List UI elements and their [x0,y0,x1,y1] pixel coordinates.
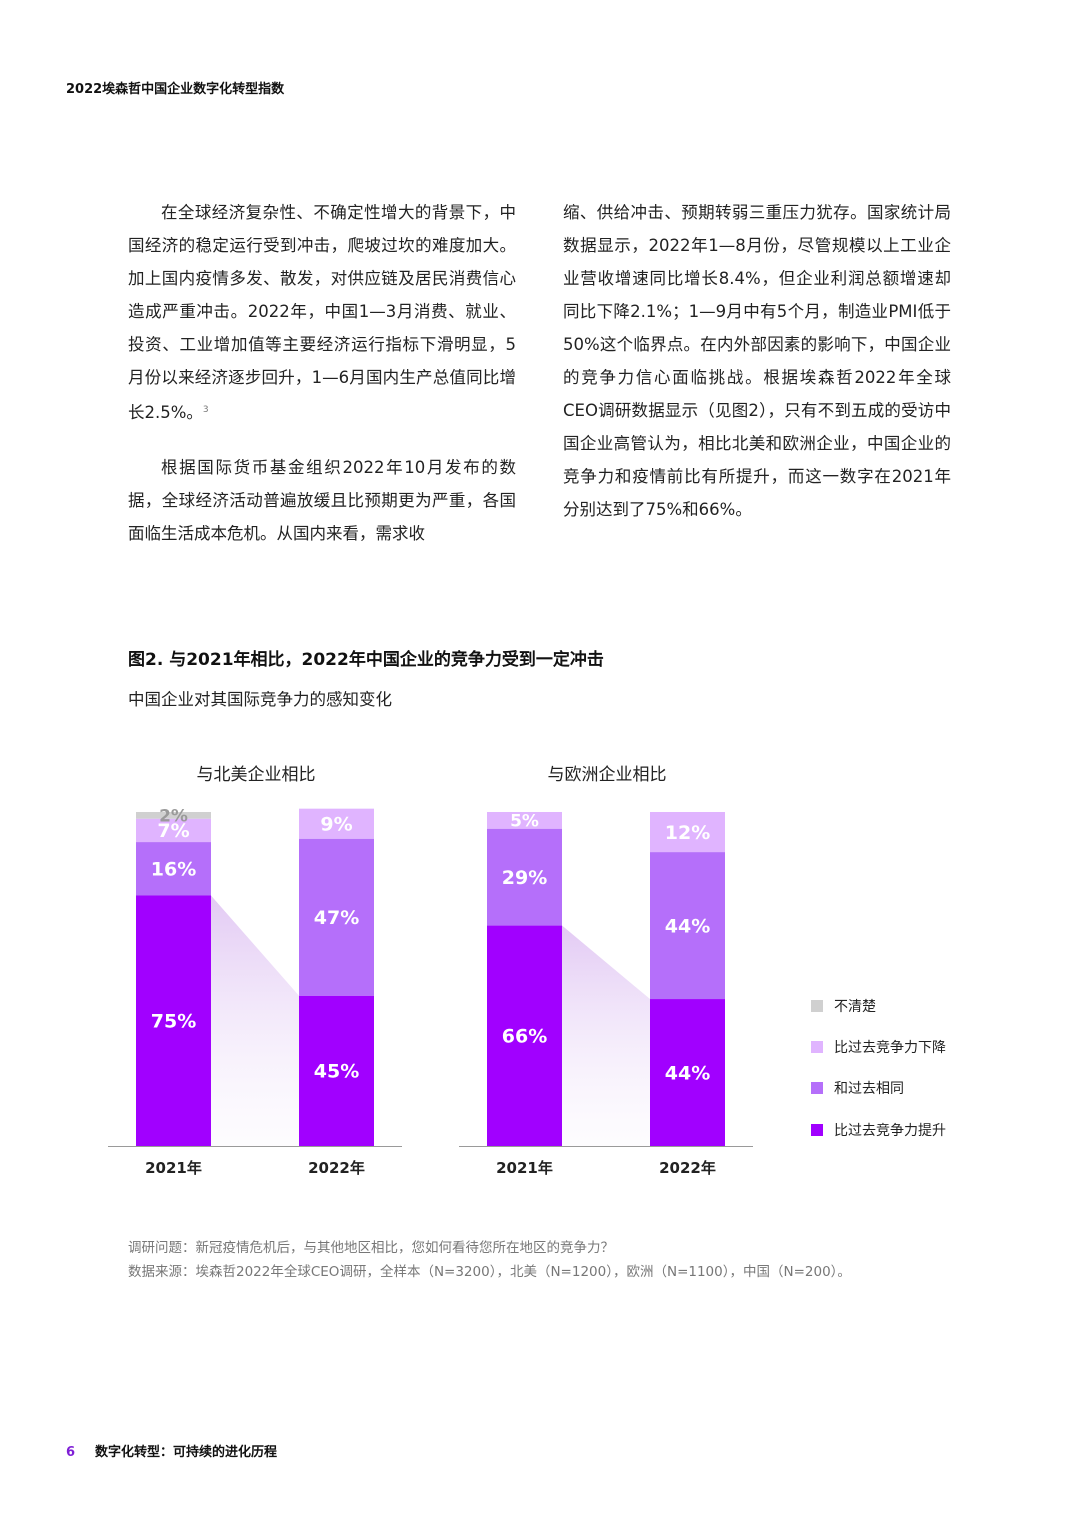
body-column-right: 缩、供给冲击、预期转弱三重压力犹存。国家统计局数据显示，2022年1—8月份，尽… [563,196,951,548]
page-footer: 6 数字化转型：可持续的进化历程 [66,1441,277,1460]
figure-subtitle: 中国企业对其国际竞争力的感知变化 [128,690,392,709]
category-label: 2022年 [308,1159,365,1177]
paragraph-2: 根据国际货币基金组织2022年10月发布的数据，全球经济活动普遍放缓且比预期更为… [128,458,516,543]
paragraph-1-text: 在全球经济复杂性、不确定性增大的背景下，中国经济的稳定运行受到冲击，爬坡过坎的难… [128,203,516,422]
bar-segment-improve [487,925,562,1146]
legend-label-decline: 比过去竞争力下降 [834,1039,946,1056]
bar-segment-decline [487,812,562,829]
legend-label-unclear: 不清楚 [834,999,876,1015]
bar-segment-decline [136,818,211,843]
body-column-left: 在全球经济复杂性、不确定性增大的背景下，中国经济的稳定运行受到冲击，爬坡过坎的难… [128,196,516,572]
footnote-ref[interactable]: 3 [202,405,209,415]
data-label: 29% [502,867,547,889]
connector-area [562,925,650,1146]
panel-title: 与北美企业相比 [197,765,316,785]
legend-swatch-unclear [811,1000,823,1012]
footer-title: 数字化转型：可持续的进化历程 [95,1445,278,1460]
paragraph-3: 缩、供给冲击、预期转弱三重压力犹存。国家统计局数据显示，2022年1—8月份，尽… [563,203,951,519]
bar-segment-same [487,828,562,926]
bar-segment-same [299,838,374,996]
data-label: 75% [151,1011,196,1033]
survey-question: 调研问题：新冠疫情危机后，与其他地区相比，您如何看待您所在地区的竞争力？ [128,1240,614,1256]
data-source: 数据来源：埃森哲2022年全球CEO调研，全样本（N=3200），北美（N=12… [128,1264,851,1280]
figure-notes: 调研问题：新冠疫情危机后，与其他地区相比，您如何看待您所在地区的竞争力？ 数据来… [128,1236,851,1284]
data-label: 2% [159,806,188,826]
bar-segment-same [650,852,725,1000]
bar-segment-decline [650,812,725,853]
data-label: 66% [502,1026,547,1048]
figure-title: 图2. 与2021年相比，2022年中国企业的竞争力受到一定冲击 [128,650,604,670]
panel-title: 与欧洲企业相比 [548,765,667,785]
data-label: 12% [665,822,710,844]
legend-label-same: 和过去相同 [834,1081,904,1097]
report-header: 2022埃森哲中国企业数字化转型指数 [66,82,285,97]
legend-swatch-same [811,1082,823,1094]
data-label: 47% [314,907,359,929]
data-label: 5% [510,811,539,831]
legend-swatch-decline [811,1041,823,1053]
data-label: 9% [320,814,352,836]
data-label: 44% [665,1062,710,1084]
data-label: 44% [665,915,710,937]
data-label: 16% [151,859,196,881]
category-label: 2022年 [659,1159,716,1177]
bar-segment-improve [136,895,211,1146]
bar-segment-unclear [136,812,211,819]
connector-area [211,895,299,1146]
data-label: 45% [314,1061,359,1083]
bar-segment-same [136,842,211,896]
page-number: 6 [66,1445,76,1460]
data-label: 7% [157,820,189,842]
legend-swatch-improve [811,1124,823,1136]
bar-segment-improve [650,999,725,1146]
category-label: 2021年 [145,1159,202,1177]
category-label: 2021年 [496,1159,553,1177]
bar-segment-improve [299,995,374,1146]
paragraph-1: 在全球经济复杂性、不确定性增大的背景下，中国经济的稳定运行受到冲击，爬坡过坎的难… [128,196,516,429]
bar-segment-decline [299,808,374,839]
legend-label-improve: 比过去竞争力提升 [834,1122,946,1139]
competitiveness-chart: 与北美企业相比 75% 16% 7%2% 2021年 45% 47% 9% 2022年 与欧洲企业… [108,765,946,1177]
